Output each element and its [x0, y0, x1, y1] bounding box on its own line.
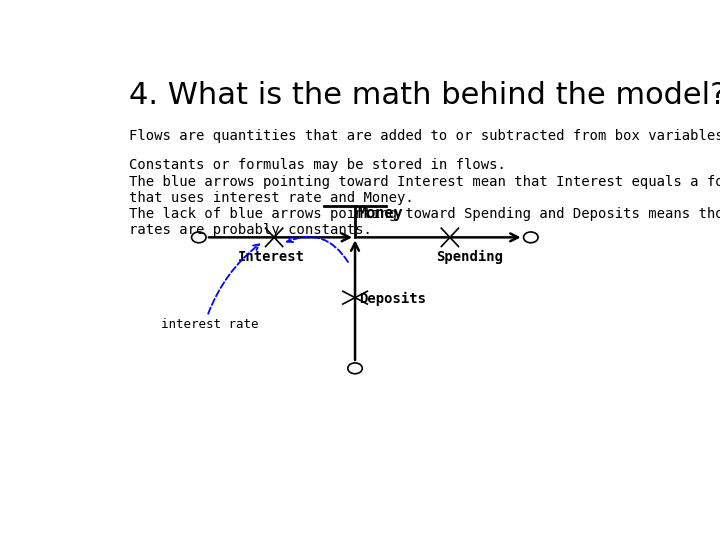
- Text: Flows are quantities that are added to or subtracted from box variables.: Flows are quantities that are added to o…: [129, 129, 720, 143]
- Text: Interest: Interest: [238, 250, 305, 264]
- Text: Spending: Spending: [436, 250, 503, 264]
- Text: Deposits: Deposits: [359, 292, 426, 306]
- Text: Money: Money: [358, 206, 403, 221]
- Text: interest rate: interest rate: [161, 319, 258, 332]
- Text: Constants or formulas may be stored in flows.
The blue arrows pointing toward In: Constants or formulas may be stored in f…: [129, 158, 720, 237]
- Text: 4. What is the math behind the model?: 4. What is the math behind the model?: [129, 82, 720, 111]
